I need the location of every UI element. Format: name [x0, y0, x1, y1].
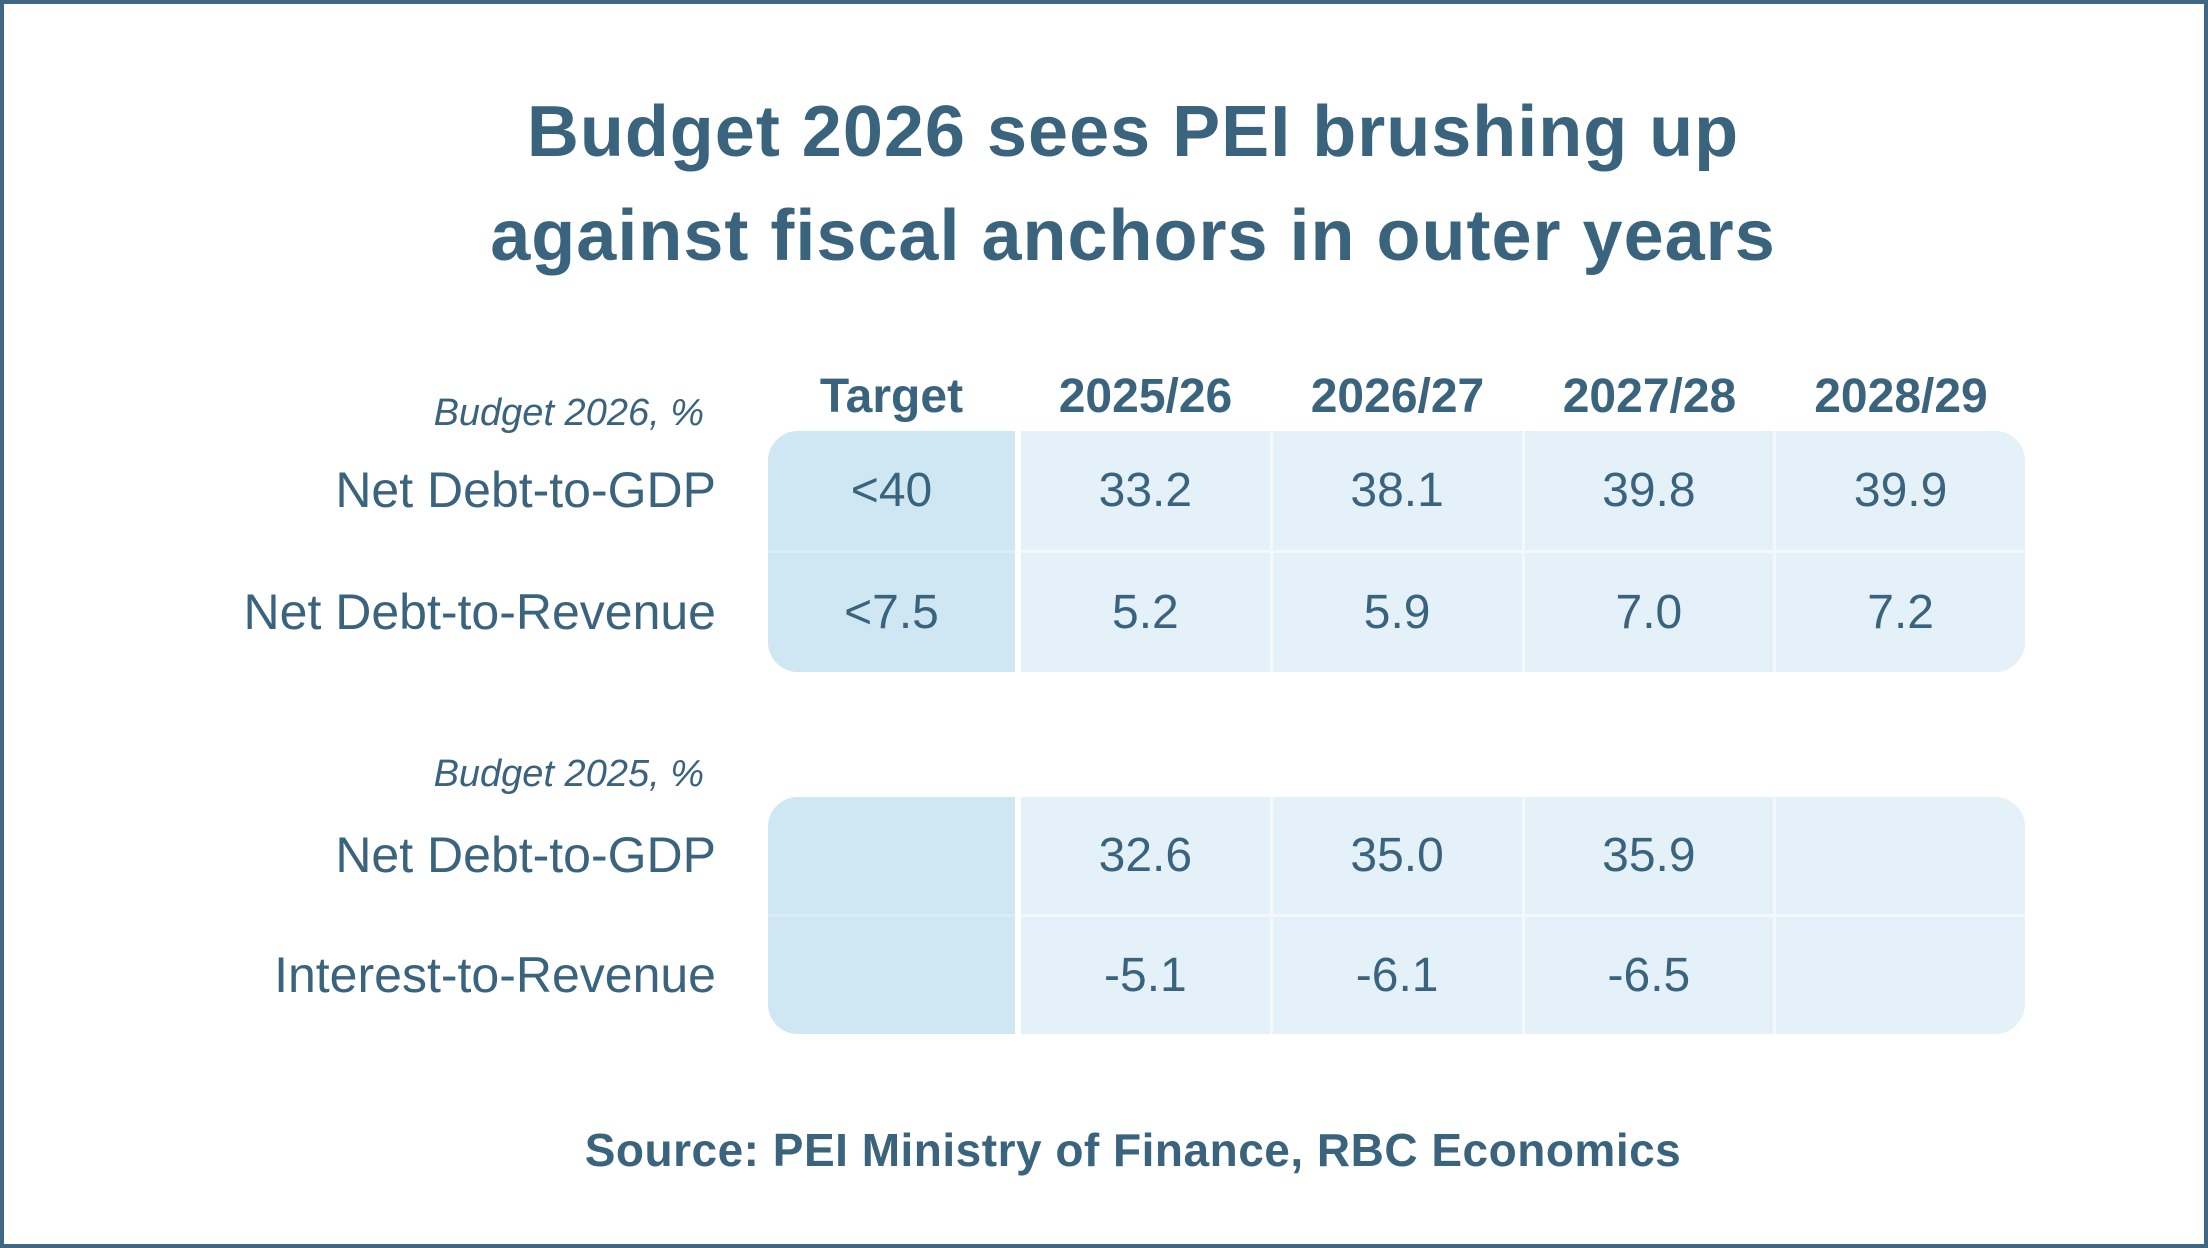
source-note: Source: PEI Ministry of Finance, RBC Eco…	[584, 1124, 1682, 1176]
table-block-budget-2025: 32.6 35.0 35.9 -5.1 -6.1 -6.5	[768, 797, 2025, 1034]
cell-value: 35.0	[1272, 797, 1522, 914]
section-label-budget-2025: Budget 2025, %	[433, 753, 704, 795]
cell-value: -6.5	[1524, 917, 1774, 1034]
data-grid-budget-2025: 32.6 35.0 35.9 -5.1 -6.1 -6.5	[1021, 797, 2025, 1034]
cell-target-net-debt-to-gdp: <40	[768, 431, 1015, 550]
cell-value: 35.9	[1524, 797, 1774, 914]
cell-value: 5.9	[1272, 553, 1522, 672]
table-block-budget-2026: <40 <7.5 33.2 38.1 39.8 39.9 5.2 5.9 7.0…	[768, 431, 2025, 672]
row-label-net-debt-to-gdp-2025: Net Debt-to-GDP	[335, 827, 716, 883]
data-grid-budget-2026: 33.2 38.1 39.8 39.9 5.2 5.9 7.0 7.2	[1021, 431, 2025, 672]
row-label-interest-to-revenue: Interest-to-Revenue	[274, 947, 716, 1003]
cell-value: 32.6	[1021, 797, 1270, 914]
column-header-target: Target	[819, 370, 964, 423]
cell-target-net-debt-to-revenue: <7.5	[768, 553, 1015, 672]
target-column-budget-2025	[768, 797, 1015, 1034]
cell-value: 33.2	[1021, 431, 1270, 550]
column-header-2026-27: 2026/27	[1310, 370, 1485, 423]
chart-title-line-1: Budget 2026 sees PEI brushing up	[526, 92, 1740, 172]
cell-value: 39.8	[1524, 431, 1774, 550]
cell-value	[1776, 797, 2025, 914]
cell-target-empty	[768, 797, 1015, 914]
row-label-net-debt-to-gdp-2026: Net Debt-to-GDP	[335, 462, 716, 518]
cell-value: 5.2	[1021, 553, 1270, 672]
cell-value: 38.1	[1272, 431, 1522, 550]
target-column-budget-2026: <40 <7.5	[768, 431, 1015, 672]
cell-target-empty	[768, 917, 1015, 1034]
column-divider	[1015, 797, 1021, 1034]
cell-value: -5.1	[1021, 917, 1270, 1034]
column-header-2025-26: 2025/26	[1058, 370, 1233, 423]
column-header-2027-28: 2027/28	[1562, 370, 1737, 423]
column-header-2028-29: 2028/29	[1814, 370, 1988, 423]
chart-title-line-2: against fiscal anchors in outer years	[490, 196, 1776, 276]
row-label-net-debt-to-revenue: Net Debt-to-Revenue	[243, 584, 716, 640]
cell-value	[1776, 917, 2025, 1034]
cell-value: 39.9	[1776, 431, 2025, 550]
column-divider	[1015, 431, 1021, 672]
cell-value: 7.0	[1524, 553, 1774, 672]
chart-title: Budget 2026 sees PEI brushing up against…	[62, 80, 2204, 288]
cell-value: 7.2	[1776, 553, 2025, 672]
cell-value: -6.1	[1272, 917, 1522, 1034]
section-label-budget-2026: Budget 2026, %	[433, 392, 704, 434]
